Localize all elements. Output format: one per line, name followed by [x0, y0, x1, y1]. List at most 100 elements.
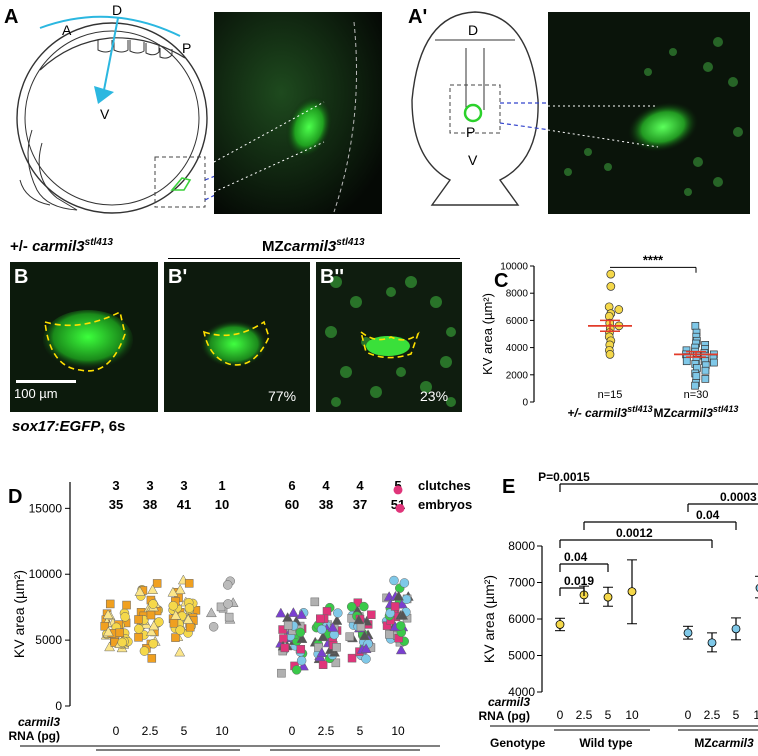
- data-point: [134, 615, 143, 624]
- data-point: [359, 601, 369, 612]
- data-point: [356, 622, 366, 632]
- rna-label-gene: carmil3: [18, 715, 60, 729]
- dose-label: 5: [733, 708, 740, 722]
- data-point: [100, 621, 109, 631]
- data-point: [205, 607, 217, 618]
- data-point: [333, 608, 343, 618]
- data-point: [134, 586, 146, 596]
- data-point: [148, 638, 159, 649]
- rna-label-unit: RNA (pg): [8, 729, 60, 743]
- data-point: [318, 660, 328, 669]
- y-axis-label: KV area (µm²): [480, 293, 495, 375]
- panel-label-b-double-prime: B'': [320, 266, 344, 288]
- data-point: [139, 646, 150, 656]
- clutch-count: 3: [180, 478, 187, 493]
- data-point: [148, 599, 158, 609]
- kv-image-het: [10, 262, 158, 412]
- chart-c: 0 2000 4000 6000 8000 10000 KV area (µm²) **** n…: [480, 252, 738, 420]
- dose-label: 0: [557, 708, 564, 722]
- data-point: [399, 578, 410, 588]
- genotype-label: Genotype: [8, 754, 64, 756]
- data-point: [182, 614, 194, 624]
- data-point: [296, 645, 306, 654]
- reporter-caption: sox17:EGFP, 6s: [12, 418, 126, 435]
- y-tick-label: 8000: [508, 539, 535, 553]
- data-point: [171, 633, 180, 642]
- dose-label: 0: [685, 708, 692, 722]
- genotype-mz: MZcarmil3: [316, 754, 376, 756]
- rna-label-gene: carmil3: [488, 695, 530, 709]
- y-tick-label: 4000: [506, 343, 529, 354]
- y-tick-label: 2000: [506, 370, 529, 381]
- data-point: [385, 608, 395, 618]
- data-point: [331, 615, 343, 625]
- data-point: [296, 609, 307, 619]
- data-point: [361, 654, 371, 664]
- data-point: [316, 614, 325, 623]
- y-tick-label: 5000: [508, 649, 535, 663]
- data-point: [134, 624, 144, 634]
- embryo-count: 37: [353, 497, 367, 512]
- data-point: [147, 584, 159, 594]
- kv-lateral-fluorescence-image: [214, 12, 382, 214]
- embryo-count: 38: [319, 497, 333, 512]
- clutch-count: 1: [218, 478, 225, 493]
- dose-label: 10: [391, 724, 405, 738]
- data-point: [310, 597, 320, 607]
- data-point: [395, 503, 405, 513]
- data-point: [222, 580, 233, 590]
- y-tick-label: 6000: [508, 612, 535, 626]
- data-point: [115, 628, 124, 638]
- dose-label: 0: [113, 724, 120, 738]
- genotype-wt: Wild type: [141, 754, 195, 756]
- data-point: [390, 602, 400, 611]
- data-point: [174, 646, 186, 657]
- data-point: [145, 626, 157, 636]
- data-point: [347, 653, 357, 663]
- data-point: [401, 594, 412, 605]
- rna-label-unit: RNA (pg): [478, 709, 530, 723]
- y-tick-label: 4000: [508, 685, 535, 699]
- scale-bar: [16, 380, 76, 383]
- data-point: [317, 631, 329, 642]
- y-tick-label: 0: [55, 699, 62, 713]
- axis-label-posterior: P: [182, 40, 192, 56]
- data-point: [395, 644, 407, 655]
- axis-label-ventral: V: [100, 106, 110, 122]
- data-point: [345, 632, 355, 641]
- data-point: [396, 621, 406, 631]
- genotype-wt: Wild type: [579, 736, 633, 750]
- data-point: [296, 633, 308, 643]
- data-point: [614, 305, 624, 314]
- chart-d: 0 5000 10000 15000 KV area (µm²) 3 35 0 3 38 2.5 3 4…: [8, 478, 472, 756]
- data-point: [327, 621, 339, 632]
- data-point: [296, 655, 307, 666]
- embryo-dorsal-diagram: [411, 11, 551, 206]
- axis-label-posterior-prime: P: [466, 124, 476, 140]
- percent-b-double-prime: 23%: [420, 388, 449, 404]
- dose-label: 0: [289, 724, 296, 738]
- clutch-count: 4: [356, 478, 364, 493]
- data-point: [117, 637, 127, 648]
- chart-e: 4000 5000 6000 7000 8000 KV area (µm²) 0 2.5 5 10…: [478, 470, 758, 750]
- panel-label-a: A: [4, 6, 19, 28]
- dose-label: 5: [605, 708, 612, 722]
- panel-label-c: C: [494, 270, 509, 292]
- data-point: [122, 600, 131, 610]
- panel-label-e: E: [502, 476, 516, 498]
- data-point: [287, 607, 299, 617]
- mean-point: [555, 620, 565, 629]
- embryos-row-label: embryos: [418, 497, 472, 512]
- dose-label: 2.5: [704, 708, 721, 722]
- panel-label-b: B: [14, 266, 29, 288]
- data-point: [605, 350, 615, 359]
- mz-header-rule: [168, 258, 460, 259]
- embryo-count: 10: [215, 497, 229, 512]
- data-point: [701, 366, 710, 375]
- embryo-lateral-diagram: [16, 15, 323, 214]
- y-tick-label: 5000: [35, 633, 62, 647]
- data-point: [692, 372, 701, 381]
- comparison-p-value: 0.04: [696, 508, 720, 522]
- embryo-count: 35: [109, 497, 123, 512]
- clutch-count: 3: [112, 478, 119, 493]
